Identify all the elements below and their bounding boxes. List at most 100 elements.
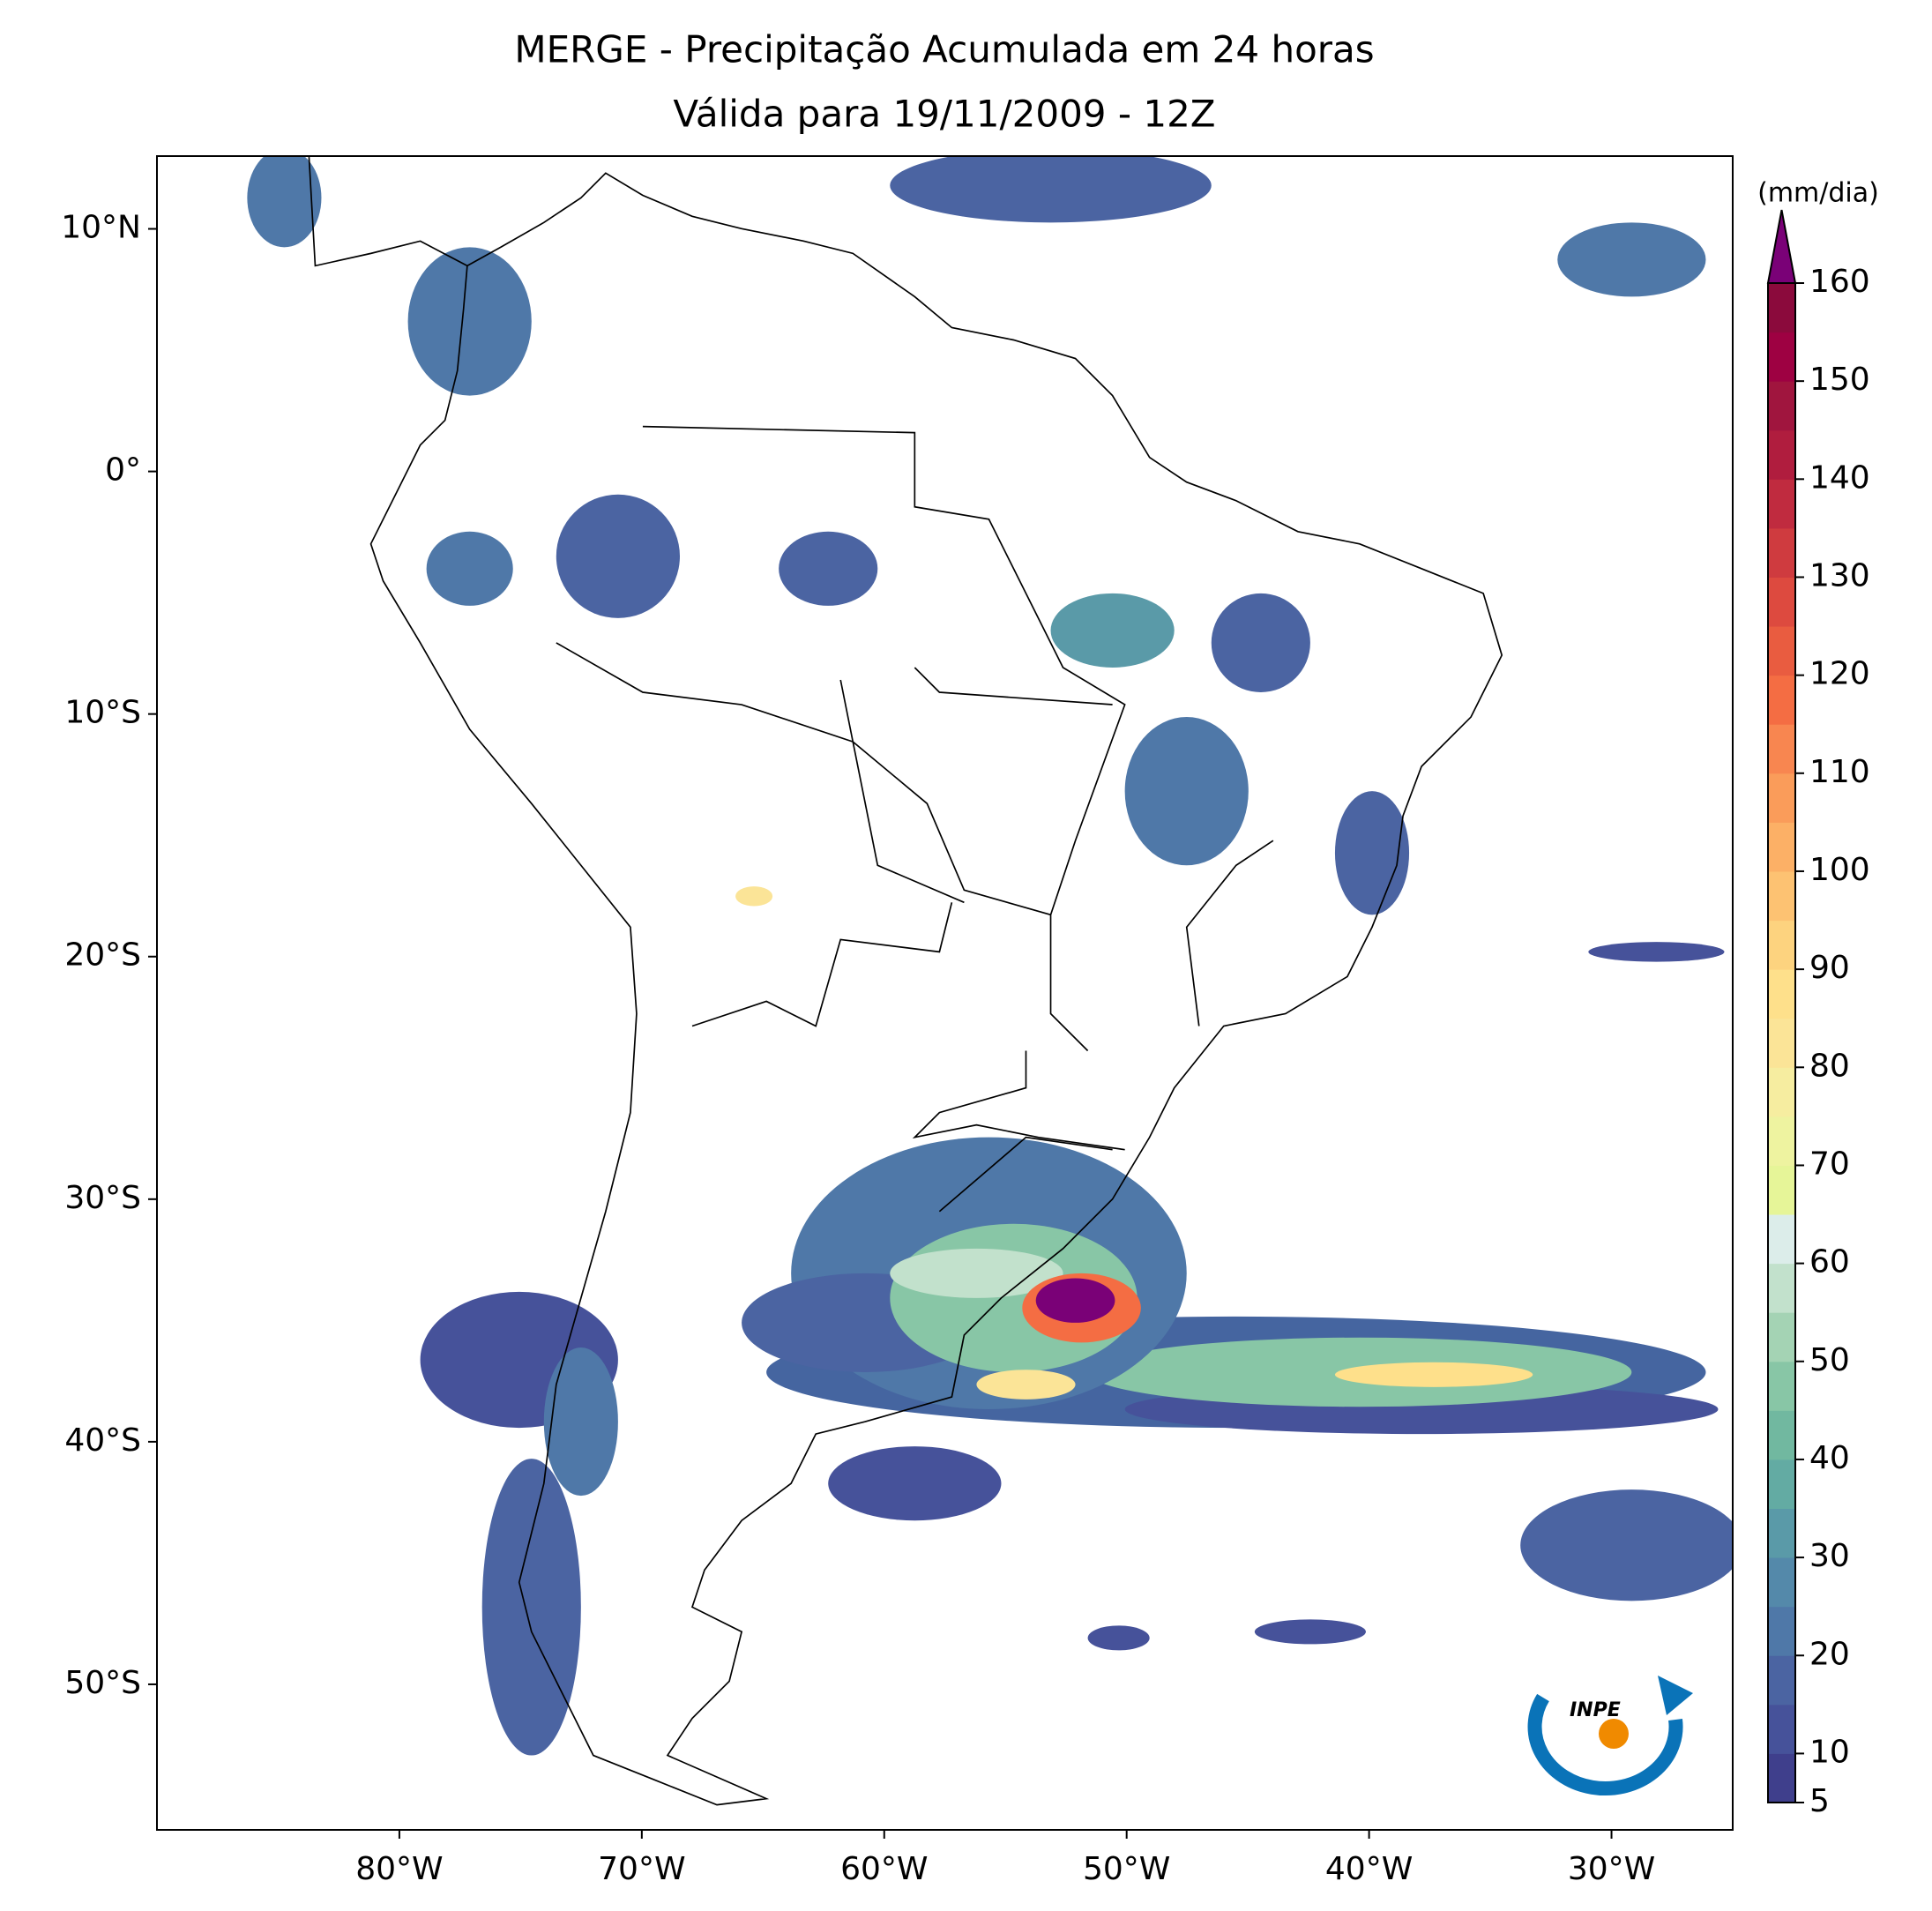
rain-area (426, 531, 513, 606)
coastlines (308, 156, 1503, 1806)
rain-area (1254, 1619, 1366, 1645)
logo-text: INPE (1570, 1699, 1621, 1721)
colorbar-tick-label: 10 (1809, 1734, 1850, 1770)
colorbar-band (1768, 1214, 1795, 1265)
colorbar-tick-label: 120 (1809, 656, 1870, 692)
borders (556, 425, 1274, 1213)
colorbar-tick-label: 20 (1809, 1636, 1850, 1672)
subtitle: Válida para 19/11/2009 - 12Z (673, 93, 1215, 136)
rain-area (556, 494, 680, 618)
colorbar-band (1768, 1557, 1795, 1608)
colorbar-band (1768, 479, 1795, 529)
rain-area (407, 247, 532, 396)
colorbar-tick-label: 140 (1809, 459, 1870, 496)
colorbar-band (1768, 920, 1795, 970)
y-tick-label: 10°N (61, 210, 141, 246)
rain-area (543, 1347, 618, 1497)
colorbar-label: (mm/dia) (1757, 178, 1879, 209)
colorbar-extension (1766, 209, 1797, 284)
colorbar-band (1768, 1165, 1795, 1215)
colorbar-band (1768, 577, 1795, 627)
rain-area (1334, 791, 1410, 915)
south-america-outline (369, 172, 1503, 1806)
colorbar-band (1768, 969, 1795, 1019)
logo-arrow (1658, 1676, 1693, 1715)
colorbar-band (1768, 822, 1795, 872)
rain-area (890, 156, 1212, 223)
colorbar-band (1768, 381, 1795, 431)
colorbar-band (1768, 1018, 1795, 1068)
rain-area (890, 1248, 1063, 1298)
rain-area (1211, 593, 1310, 693)
logo-dot (1599, 1719, 1629, 1749)
rain-area (481, 1459, 581, 1756)
colorbar-tick-label: 80 (1809, 1048, 1850, 1084)
colorbar-band (1768, 773, 1795, 823)
rain-area (1334, 1362, 1533, 1387)
colorbar-band (1768, 1704, 1795, 1754)
colorbar-band (1768, 1116, 1795, 1166)
logo-swoosh (1527, 1693, 1683, 1795)
colorbar-band (1768, 626, 1795, 676)
colorbar-band (1768, 283, 1795, 333)
rain-area (1050, 593, 1175, 668)
map-frame (156, 155, 1734, 1831)
y-tick-label: 20°S (64, 937, 141, 974)
y-tick-label: 40°S (64, 1422, 141, 1459)
x-tick-label: 50°W (1083, 1851, 1170, 1887)
colorbar-band (1768, 1459, 1795, 1510)
inpe-logo: INPE (1527, 1676, 1693, 1795)
y-tick-label: 30°S (64, 1180, 141, 1216)
x-tick-label: 70°W (598, 1851, 685, 1887)
rain-area (779, 531, 878, 606)
central-america-outline (308, 156, 468, 267)
colorbar-band (1768, 1312, 1795, 1362)
colorbar-band (1768, 870, 1795, 922)
y-tick-label: 0° (105, 452, 141, 489)
rain-area (1588, 942, 1725, 962)
colorbar-tick-label: 50 (1809, 1342, 1850, 1378)
x-tick-label: 80°W (355, 1851, 443, 1887)
colorbar-band (1768, 675, 1795, 725)
y-tick-label: 50°S (64, 1665, 141, 1701)
rain-area (1557, 222, 1706, 297)
x-tick-label: 60°W (840, 1851, 928, 1887)
colorbar-tick-label: 60 (1809, 1244, 1850, 1280)
colorbar-band (1768, 1263, 1795, 1313)
rain-area (1520, 1489, 1733, 1601)
title: MERGE - Precipitação Acumulada em 24 hor… (514, 28, 1374, 71)
y-tick-label: 10°S (64, 695, 141, 731)
colorbar-band (1768, 1410, 1795, 1460)
colorbar-band (1768, 1508, 1795, 1558)
colorbar-tick-label: 110 (1809, 754, 1870, 790)
colorbar-tick-label: 5 (1809, 1783, 1830, 1819)
rain-area (1035, 1278, 1115, 1323)
rain-area (247, 156, 322, 248)
colorbar-band (1768, 527, 1795, 578)
colorbar-tick-label: 150 (1809, 362, 1870, 398)
colorbar-band (1768, 1655, 1795, 1706)
colorbar-tick-label: 100 (1809, 852, 1870, 888)
map-area (247, 156, 1733, 1806)
colorbar-band (1768, 1753, 1795, 1803)
x-tick-label: 30°W (1568, 1851, 1655, 1887)
colorbar-tick-label: 30 (1809, 1538, 1850, 1574)
colorbar-frame (1767, 282, 1796, 1803)
colorbar-band (1768, 332, 1795, 382)
colorbar-band (1768, 429, 1795, 480)
colorbar-tick-label: 160 (1809, 264, 1870, 300)
colorbar-band (1768, 1067, 1795, 1117)
rain-area (1087, 1625, 1150, 1651)
colorbar-tick-label: 130 (1809, 557, 1870, 593)
colorbar-band (1768, 1606, 1795, 1656)
colorbar-tick-label: 90 (1809, 950, 1850, 986)
colorbar-tick-label: 40 (1809, 1440, 1850, 1476)
rain-area (976, 1370, 1076, 1400)
colorbar-band (1768, 1361, 1795, 1411)
colorbar-band (1768, 724, 1795, 774)
precipitation-field (247, 156, 1733, 1756)
colorbar-tick-label: 70 (1809, 1146, 1850, 1182)
rain-area (735, 886, 773, 907)
rain-area (1124, 717, 1249, 866)
